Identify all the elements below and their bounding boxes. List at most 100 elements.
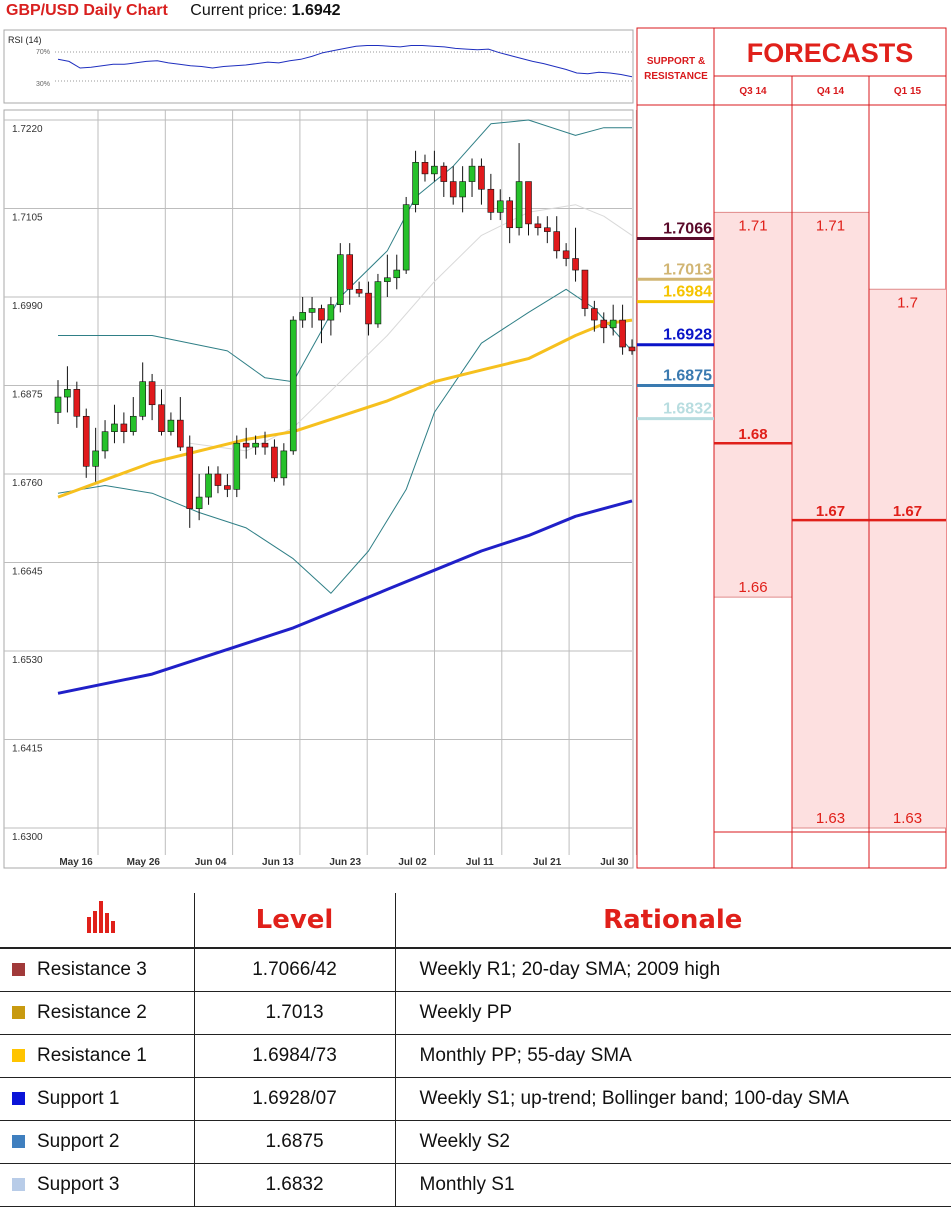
indicator-lines	[57, 119, 633, 695]
forecast-median-label: 1.68	[738, 426, 767, 443]
bar-chart-icon	[87, 900, 116, 933]
forecast-high-label: 1.71	[738, 217, 767, 234]
candle	[365, 281, 372, 336]
candle	[233, 435, 241, 498]
y-tick-label: 1.6875	[12, 390, 43, 401]
current-price-value: 1.6942	[291, 2, 341, 19]
bollinger-upper-line	[58, 119, 632, 383]
candle	[92, 427, 99, 482]
level-label: 1.6875	[663, 368, 712, 385]
rsi-level-70: 70%	[36, 49, 50, 56]
chart-title: GBP/USD Daily Chart	[6, 2, 168, 19]
level-label: 1.6984	[663, 284, 712, 301]
candle	[374, 273, 382, 328]
level-label: 1.6832	[663, 401, 712, 418]
candles	[54, 143, 636, 528]
resistance-label: RESISTANCE	[644, 71, 708, 82]
bollinger-lower-line	[57, 288, 633, 594]
level-name: Support 1	[37, 1088, 120, 1109]
x-tick-label: Jun 04	[195, 857, 227, 868]
candle	[496, 189, 504, 221]
candle	[299, 297, 306, 328]
level-name: Resistance 1	[37, 1045, 147, 1066]
forecast-high-label: 1.71	[816, 217, 845, 234]
level-value: 1.6984/73	[193, 1034, 395, 1078]
candle	[120, 412, 128, 444]
level-color-swatch	[12, 1135, 25, 1148]
rsi-line	[57, 45, 633, 78]
support-resistance-levels: 1.7066 1.7013 1.6984 1.6928 1.6875 1.6832	[637, 221, 714, 421]
candle	[111, 404, 118, 444]
forecast-labels: Q3 14 1.71 1.68 1.66 Q4 14 1.71 1.67 1.63 Q1 15 1…	[738, 86, 922, 827]
support-label: SUPPORT &	[647, 56, 705, 67]
candle	[148, 373, 156, 421]
level-value: 1.6832	[193, 1163, 395, 1207]
x-tick-label: May 26	[127, 857, 161, 868]
candle	[544, 216, 551, 244]
candle	[600, 312, 608, 344]
candle	[82, 408, 90, 478]
level-name-cell: Support 1	[0, 1077, 194, 1121]
candle	[487, 173, 495, 221]
level-rationale: Weekly S2	[394, 1120, 951, 1164]
current-price-label: Current price:	[190, 2, 288, 19]
forecast-ranges	[714, 211, 946, 829]
candle	[318, 304, 325, 344]
chart-area: RSI (14) 70% 30% 1.7220 1.7105 1.6990 1.687…	[3, 27, 947, 869]
candle	[402, 196, 410, 274]
level-rationale: Weekly R1; 20-day SMA; 2009 high	[394, 948, 951, 992]
candle	[327, 297, 335, 336]
candle	[412, 150, 419, 213]
table-row: Support 3 1.6832 Monthly S1	[0, 1163, 951, 1207]
level-name-cell: Support 2	[0, 1120, 194, 1164]
forecast-low-label: 1.66	[738, 579, 767, 596]
candle	[591, 300, 598, 332]
level-name-cell: Resistance 3	[0, 948, 194, 992]
forecast-range	[714, 212, 792, 598]
candle	[214, 466, 222, 494]
candle	[421, 154, 429, 182]
candle	[572, 227, 579, 282]
level-rationale: Monthly PP; 55-day SMA	[394, 1034, 951, 1078]
candle	[553, 216, 561, 259]
candle	[384, 254, 391, 297]
level-name: Resistance 3	[37, 959, 147, 980]
forecast-column-label: Q3 14	[739, 86, 767, 97]
candle	[628, 339, 636, 355]
y-tick-label: 1.7220	[12, 124, 43, 135]
forecast-column-label: Q4 14	[817, 86, 845, 97]
level-header: Level	[193, 893, 395, 949]
forecast-range	[869, 289, 946, 829]
level-name: Resistance 2	[37, 1002, 147, 1023]
table-row: Resistance 2 1.7013 Weekly PP	[0, 991, 951, 1035]
level-label: 1.6928	[663, 327, 712, 344]
candle	[609, 304, 617, 336]
x-tick-label: Jul 30	[600, 857, 629, 868]
level-label: 1.7013	[663, 261, 712, 278]
candle	[355, 281, 363, 297]
x-tick-label: Jun 13	[262, 857, 294, 868]
candle	[129, 397, 137, 436]
y-axis: 1.7220 1.7105 1.6990 1.6875 1.6760 1.6645 1.65…	[12, 124, 43, 843]
price-panel	[3, 109, 634, 869]
level-color-swatch	[12, 1006, 25, 1019]
x-tick-label: Jun 23	[329, 857, 361, 868]
candle	[73, 381, 81, 428]
candle	[515, 143, 523, 236]
chart-header: GBP/USD Daily Chart Current price: 1.694…	[6, 2, 341, 24]
y-tick-label: 1.6300	[12, 832, 43, 843]
level-name: Support 3	[37, 1174, 120, 1195]
y-tick-label: 1.6760	[12, 478, 43, 489]
candle	[581, 269, 589, 317]
x-tick-label: Jul 02	[398, 857, 427, 868]
candle	[308, 297, 316, 328]
table-row: Support 2 1.6875 Weekly S2	[0, 1120, 951, 1164]
table-row: Resistance 3 1.7066/42 Weekly R1; 20-day S…	[0, 948, 951, 992]
level-value: 1.7066/42	[193, 948, 395, 992]
y-tick-label: 1.6990	[12, 301, 43, 312]
candle	[336, 243, 344, 313]
candle	[468, 158, 476, 197]
sma-100-line	[57, 499, 633, 695]
x-tick-label: Jul 11	[466, 857, 494, 868]
candle	[440, 162, 448, 197]
